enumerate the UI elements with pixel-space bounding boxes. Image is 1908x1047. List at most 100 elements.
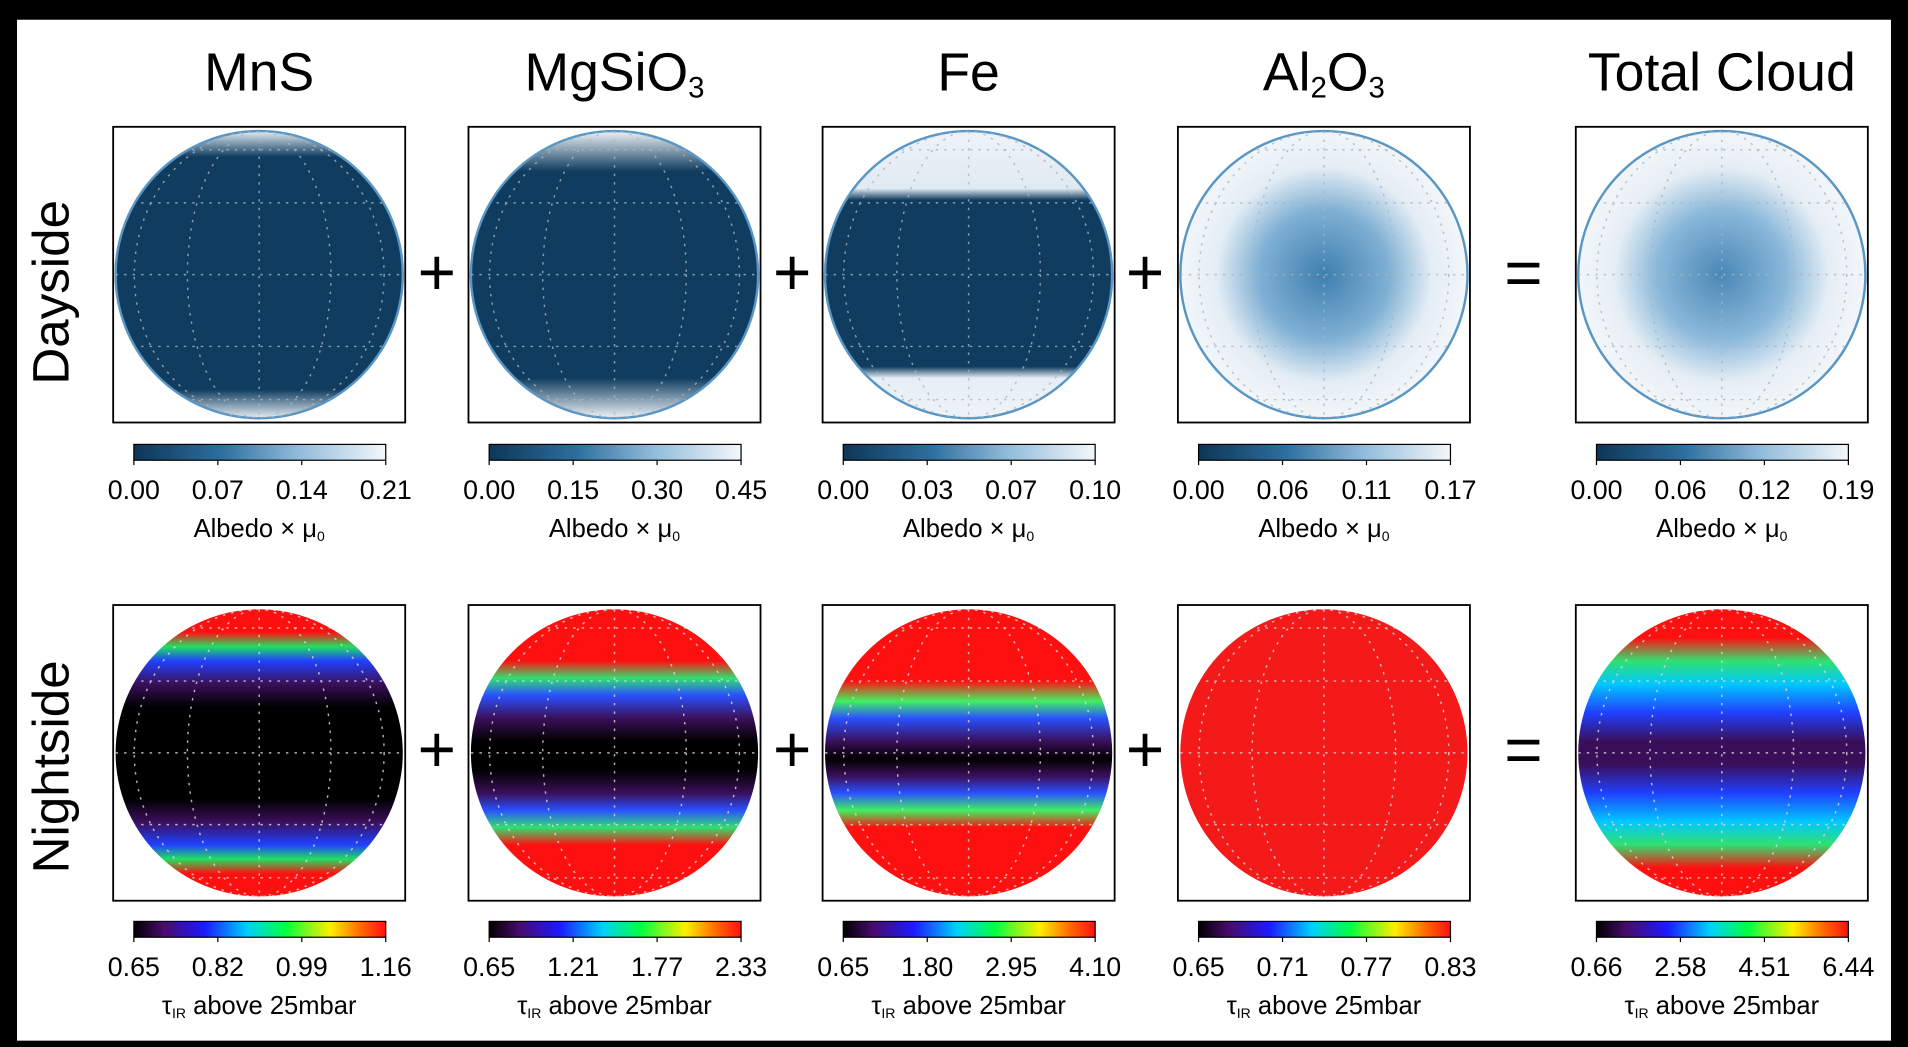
colorbar [842, 920, 1096, 938]
colorbar-tick-label: 0.12 [1738, 475, 1790, 505]
column-title: MgSiO3 [525, 43, 705, 104]
colorbar-tick-label: 4.51 [1738, 952, 1790, 982]
subscript: 0 [1382, 527, 1390, 543]
longitude-line [1198, 131, 1450, 419]
row-label: Dayside [22, 200, 79, 385]
colorbar-tick-label: 0.03 [901, 475, 953, 505]
colorbar-label: Albedo × μ0 [549, 515, 680, 544]
colorbar-label: τIR above 25mbar [517, 992, 712, 1021]
colorbar-tick-label: 0.30 [631, 475, 683, 505]
longitude-line [1649, 131, 1795, 419]
colorbar-tick-label: 0.45 [715, 475, 767, 505]
colorbar-tick-label: 0.06 [1256, 475, 1308, 505]
colorbar-tick-label: 1.21 [547, 952, 599, 982]
longitude-line [488, 609, 741, 897]
subscript: IR [527, 1004, 541, 1020]
text-part: MnS [204, 43, 314, 102]
longitude-line [133, 131, 385, 419]
text-part: τ [1625, 992, 1635, 1020]
colorbar-tick-label: 6.44 [1822, 952, 1874, 982]
colorbar-tick-label: 0.65 [463, 952, 515, 982]
longitude-line [541, 609, 688, 897]
longitude-line [1596, 131, 1848, 419]
colorbar-tick-label: 0.10 [1069, 475, 1121, 505]
subscript: 0 [1026, 527, 1034, 543]
longitude-line [842, 609, 1095, 897]
colorbar [1595, 920, 1849, 938]
longitude-line [1251, 609, 1397, 897]
colorbar-tick-label: 0.11 [1341, 475, 1391, 505]
colorbar-tick-label: 2.58 [1654, 952, 1706, 982]
column-title: Fe [937, 43, 999, 102]
longitude-line [1649, 609, 1795, 897]
operator: = [1504, 713, 1542, 786]
text-part: Albedo × μ [1258, 515, 1381, 543]
colorbar-tick-label: 0.06 [1654, 475, 1706, 505]
text-part: above 25mbar [1251, 992, 1422, 1020]
operator: + [1126, 713, 1164, 786]
text-part: τ [517, 992, 527, 1020]
longitude-line [1251, 131, 1397, 419]
colorbar-tick-label: 0.00 [1570, 475, 1622, 505]
colorbar-tick-label: 0.17 [1424, 475, 1476, 505]
text-part: O [1327, 43, 1369, 102]
longitude-line [133, 609, 385, 897]
colorbar-tick-label: 0.65 [817, 952, 869, 982]
colorbar-tick-label: 0.07 [192, 475, 244, 505]
colorbar-label: Albedo × μ0 [1258, 515, 1389, 544]
colorbar [1197, 443, 1452, 461]
longitude-line [1198, 609, 1450, 897]
subscript: IR [1635, 1004, 1649, 1020]
text-part: MgSiO [525, 43, 689, 102]
operator: + [773, 236, 811, 309]
colorbar-tick-label: 1.80 [901, 952, 953, 982]
colorbar-label: Albedo × μ0 [1656, 515, 1787, 544]
globe [1578, 609, 1866, 897]
colorbar [1595, 443, 1849, 461]
operator: + [773, 713, 811, 786]
colorbar [1197, 920, 1452, 938]
operator: + [1126, 236, 1164, 309]
text-part: Albedo × μ [549, 515, 672, 543]
text-part: τ [162, 992, 172, 1020]
longitude-line [541, 131, 688, 419]
text-part: Albedo × μ [194, 515, 317, 543]
text-part: Al [1263, 43, 1311, 102]
colorbar-tick-label: 2.33 [715, 952, 767, 982]
colorbar [488, 443, 742, 461]
subscript: 2 [1311, 72, 1327, 105]
colorbar-tick-label: 0.21 [360, 475, 412, 505]
colorbar-tick-label: 0.14 [276, 475, 328, 505]
subscript: 3 [688, 72, 704, 105]
colorbar-tick-label: 0.77 [1340, 952, 1392, 982]
colorbar-tick-label: 0.65 [108, 952, 160, 982]
longitude-line [1596, 609, 1848, 897]
colorbar-tick-label: 0.19 [1822, 475, 1874, 505]
subscript: 0 [317, 527, 325, 543]
subscript: IR [881, 1004, 895, 1020]
colorbar-label: τIR above 25mbar [871, 992, 1066, 1021]
colorbar-tick-label: 0.00 [817, 475, 869, 505]
colorbar-tick-label: 0.15 [547, 475, 599, 505]
column-title: MnS [204, 43, 314, 102]
text-part: τ [871, 992, 881, 1020]
colorbar-label: τIR above 25mbar [1227, 992, 1422, 1021]
colorbar-tick-label: 1.77 [631, 952, 683, 982]
colorbar-tick-label: 0.00 [463, 475, 515, 505]
colorbar [488, 920, 742, 938]
subscript: IR [1237, 1004, 1251, 1020]
colorbar-tick-label: 1.16 [360, 952, 412, 982]
longitude-line [186, 609, 332, 897]
text-part: Albedo × μ [903, 515, 1026, 543]
colorbar-label: τIR above 25mbar [1625, 992, 1820, 1021]
operator: + [418, 713, 456, 786]
colorbar-label: Albedo × μ0 [903, 515, 1034, 544]
colorbar-tick-label: 0.99 [276, 952, 328, 982]
colorbar-tick-label: 0.07 [985, 475, 1037, 505]
subscript: 0 [1780, 527, 1788, 543]
subscript: 0 [672, 527, 680, 543]
subscript: IR [172, 1004, 186, 1020]
longitude-line [896, 131, 1042, 419]
